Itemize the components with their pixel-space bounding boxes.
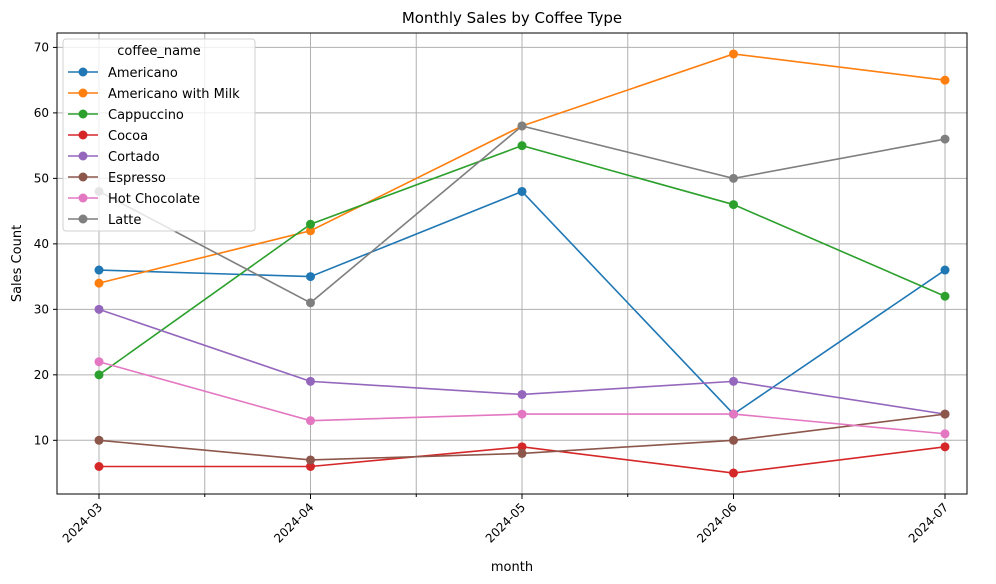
data-point	[940, 442, 950, 452]
legend-item: Cappuccino	[68, 108, 184, 123]
data-point	[94, 461, 104, 471]
data-point	[729, 376, 738, 386]
chart-title: Monthly Sales by Coffee Type	[402, 9, 622, 27]
plot-frame	[56, 32, 968, 495]
grid	[57, 33, 967, 494]
legend-item: Americano with Milk	[68, 87, 240, 102]
series-cocoa	[94, 442, 950, 478]
legend: coffee_name Americano Americano with Milk C…	[62, 38, 256, 232]
data-point	[940, 409, 950, 419]
data-point	[729, 200, 738, 210]
data-point	[306, 416, 315, 426]
series-espresso	[94, 409, 950, 465]
legend-marker	[78, 109, 88, 119]
x-tick-label: 2024-07	[906, 500, 951, 545]
y-tick-label: 30	[34, 302, 49, 316]
data-point	[517, 121, 527, 131]
x-tick-label: 2024-06	[694, 500, 739, 545]
series-hot-chocolate	[94, 357, 950, 439]
legend-label: Americano with Milk	[108, 87, 240, 102]
legend-label: Latte	[108, 213, 141, 228]
data-point	[94, 304, 104, 314]
legend-label: Cocoa	[108, 129, 148, 144]
legend-title: coffee_name	[117, 44, 200, 59]
data-point	[306, 455, 315, 465]
y-tick-label: 70	[34, 40, 49, 54]
legend-label: Espresso	[108, 171, 166, 186]
data-point	[94, 435, 104, 445]
data-point	[517, 442, 527, 452]
data-point	[306, 272, 315, 282]
data-point	[517, 389, 527, 399]
data-point	[729, 173, 738, 183]
data-point	[729, 468, 738, 478]
data-point	[306, 298, 315, 308]
legend-marker	[78, 214, 88, 224]
y-tick-label: 60	[34, 106, 49, 120]
data-point	[94, 278, 104, 288]
data-point	[94, 370, 104, 380]
legend-marker	[78, 88, 88, 98]
data-point	[94, 357, 104, 367]
data-point	[306, 226, 315, 236]
legend-label: Americano	[108, 66, 178, 81]
legend-item: Latte	[68, 213, 141, 228]
legend-marker	[78, 172, 88, 182]
legend-item: Cortado	[68, 150, 160, 165]
y-tick-label: 50	[34, 171, 49, 185]
data-point	[306, 461, 315, 471]
legend-item: Cocoa	[68, 129, 148, 144]
data-point	[517, 448, 527, 458]
y-tick-label: 20	[34, 368, 49, 382]
data-point	[94, 265, 104, 275]
data-point	[729, 409, 738, 419]
y-tick-label: 10	[34, 433, 49, 447]
legend-label: Hot Chocolate	[108, 192, 200, 207]
x-axis-label: month	[491, 560, 533, 575]
legend-item: Espresso	[68, 171, 166, 186]
legend-label: Cappuccino	[108, 108, 184, 123]
legend-item: Americano	[68, 66, 178, 81]
data-point	[517, 409, 527, 419]
legend-label: Cortado	[108, 150, 160, 165]
series-lines	[94, 49, 950, 478]
legend-item: Hot Chocolate	[68, 192, 200, 207]
data-point	[940, 429, 950, 439]
legend-marker	[78, 67, 88, 77]
legend-box	[62, 38, 256, 232]
data-point	[517, 186, 527, 196]
data-point	[729, 435, 738, 445]
y-tick-label: 40	[34, 237, 49, 251]
data-point	[517, 141, 527, 151]
x-tick-label: 2024-04	[271, 500, 316, 545]
data-point	[729, 49, 738, 59]
data-point	[306, 376, 315, 386]
data-point	[306, 219, 315, 229]
x-tick-label: 2024-03	[60, 500, 105, 545]
y-axis-label: Sales Count	[10, 225, 25, 302]
data-point	[940, 134, 950, 144]
data-point	[940, 75, 950, 85]
data-point	[940, 265, 950, 275]
data-point	[940, 291, 950, 301]
legend-marker	[78, 130, 88, 140]
series-cappuccino	[94, 141, 950, 380]
legend-marker	[78, 193, 88, 203]
x-tick-label: 2024-05	[483, 500, 528, 545]
legend-marker	[78, 151, 88, 161]
